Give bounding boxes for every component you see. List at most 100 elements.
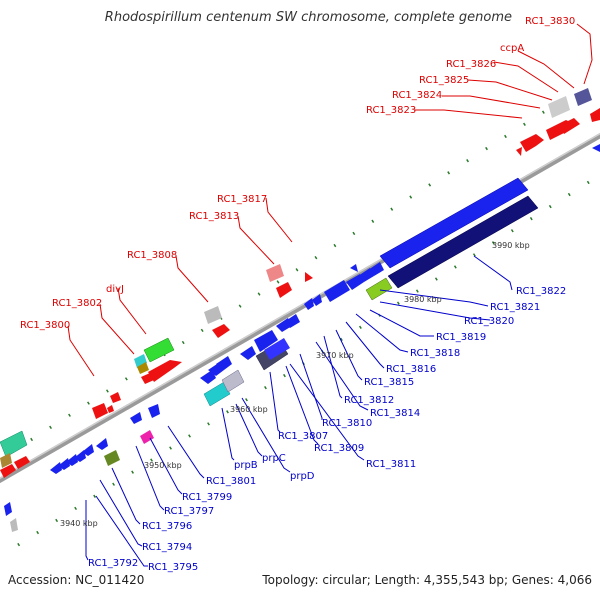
label-prpD[interactable]: prpD: [290, 471, 315, 482]
gene-ccpA[interactable]: [574, 88, 592, 106]
gene-arrow[interactable]: [58, 458, 70, 470]
label-RC1_3819[interactable]: RC1_3819: [436, 332, 486, 343]
gene-RC1_3807[interactable]: [254, 330, 278, 352]
label-RC1_3799[interactable]: RC1_3799: [182, 492, 232, 503]
gene-arrow[interactable]: [368, 262, 384, 276]
gene-RC1_3818[interactable]: [365, 277, 393, 301]
label-RC1_3807[interactable]: RC1_3807: [278, 431, 328, 442]
gene-arrow[interactable]: [240, 346, 256, 360]
label-RC1_3808[interactable]: RC1_3808: [127, 250, 177, 261]
gene-arrow[interactable]: [216, 356, 232, 370]
gene-arrow[interactable]: [0, 464, 16, 478]
leader-RC1_3800: [67, 325, 95, 377]
gene-RC1_3796[interactable]: [104, 450, 120, 466]
gene-arrow[interactable]: [284, 314, 300, 328]
gene-prpB[interactable]: [203, 381, 231, 407]
leader-RC1_3808: [175, 255, 209, 303]
label-RC1_3817[interactable]: RC1_3817: [217, 194, 267, 205]
gene-RC1_3808[interactable]: [204, 306, 222, 324]
label-RC1_3813[interactable]: RC1_3813: [189, 211, 239, 222]
label-RC1_3816[interactable]: RC1_3816: [386, 364, 436, 375]
label-RC1_3818[interactable]: RC1_3818: [410, 348, 460, 359]
gene-block[interactable]: [10, 518, 18, 532]
gene-arrow[interactable]: [520, 134, 544, 152]
label-RC1_3800[interactable]: RC1_3800: [20, 320, 70, 331]
leader-divJ: [117, 287, 147, 335]
leader-RC1_3820: [379, 301, 491, 321]
gene-RC1_3809[interactable]: [264, 338, 290, 360]
label-RC1_3796[interactable]: RC1_3796: [142, 521, 192, 532]
gene-RC1_3811[interactable]: [304, 298, 314, 310]
gene-RC1_3819[interactable]: [387, 195, 539, 289]
label-RC1_3826[interactable]: RC1_3826: [446, 59, 496, 70]
label-RC1_3801[interactable]: RC1_3801: [206, 476, 256, 487]
gene-RC1_3817[interactable]: [305, 272, 313, 282]
label-ccpA[interactable]: ccpA: [500, 43, 524, 54]
gene-arrow[interactable]: [312, 294, 322, 306]
leader-RC1_3799: [149, 437, 183, 495]
gene-RC1_3812[interactable]: [324, 280, 350, 302]
gene-block[interactable]: [137, 362, 149, 374]
gene-arrow[interactable]: [516, 147, 522, 156]
leader-RC1_3813: [237, 215, 275, 265]
gene-arrow[interactable]: [74, 450, 86, 462]
gene-block[interactable]: [0, 453, 12, 468]
label-RC1_3809[interactable]: RC1_3809: [314, 443, 364, 454]
gene-RC1_3823[interactable]: [548, 96, 570, 118]
label-RC1_3830[interactable]: RC1_3830: [525, 16, 575, 27]
gene-RC1_3799[interactable]: [140, 430, 154, 444]
label-RC1_3812[interactable]: RC1_3812: [344, 395, 394, 406]
gene-arrow[interactable]: [276, 282, 292, 298]
gene-arrow[interactable]: [200, 370, 216, 384]
label-RC1_3794[interactable]: RC1_3794: [142, 542, 192, 553]
gene-arrow[interactable]: [4, 502, 12, 516]
gene-arrow[interactable]: [107, 405, 114, 413]
label-RC1_3802[interactable]: RC1_3802: [52, 298, 102, 309]
gene-arrow[interactable]: [14, 456, 30, 469]
label-RC1_3824[interactable]: RC1_3824: [392, 90, 442, 101]
label-RC1_3814[interactable]: RC1_3814: [370, 408, 420, 419]
gene-arrow[interactable]: [148, 360, 182, 382]
leader-RC1_3822: [473, 255, 513, 291]
leader-RC1_3812: [323, 335, 343, 399]
gene-arrow[interactable]: [66, 454, 78, 466]
label-RC1_3795[interactable]: RC1_3795: [148, 562, 198, 573]
gene-RC1_3792[interactable]: [50, 462, 62, 474]
label-RC1_3820[interactable]: RC1_3820: [464, 316, 514, 327]
gene-divJ[interactable]: [143, 337, 175, 363]
gene-arrow[interactable]: [212, 324, 230, 338]
label-divJ[interactable]: divJ: [106, 284, 124, 295]
gene-arrow[interactable]: [590, 108, 600, 122]
gene-arrow[interactable]: [130, 412, 142, 424]
label-RC1_3811[interactable]: RC1_3811: [366, 459, 416, 470]
gene-RC1_3813[interactable]: [266, 264, 284, 282]
red-leaders: [67, 23, 593, 377]
label-RC1_3815[interactable]: RC1_3815: [364, 377, 414, 388]
gene-arrow[interactable]: [592, 144, 600, 152]
gene-arrow[interactable]: [82, 444, 94, 456]
gene-arrow[interactable]: [110, 392, 121, 403]
gene-prpC[interactable]: [221, 369, 245, 393]
leader-RC1_3809: [285, 365, 319, 445]
label-RC1_3792[interactable]: RC1_3792: [88, 558, 138, 569]
label-RC1_3821[interactable]: RC1_3821: [490, 302, 540, 313]
label-RC1_3825[interactable]: RC1_3825: [419, 75, 469, 86]
label-RC1_3797[interactable]: RC1_3797: [164, 506, 214, 517]
label-RC1_3810[interactable]: RC1_3810: [322, 418, 372, 429]
gene-arrow[interactable]: [148, 404, 160, 418]
gene-RC1_3816[interactable]: [379, 177, 529, 269]
label-prpB[interactable]: prpB: [234, 460, 258, 471]
label-RC1_3823[interactable]: RC1_3823: [366, 105, 416, 116]
gene-block[interactable]: [0, 430, 28, 458]
gene-RC1_3800[interactable]: [92, 403, 108, 419]
label-RC1_3822[interactable]: RC1_3822: [516, 286, 566, 297]
leader-RC1_3794: [99, 479, 143, 547]
gene-arrow[interactable]: [141, 373, 154, 384]
gene-arrow[interactable]: [350, 264, 358, 272]
label-prpC[interactable]: prpC: [262, 453, 286, 464]
gene-arrow[interactable]: [560, 118, 580, 134]
leader-RC1_3797: [135, 445, 165, 511]
gene-RC1_3815[interactable]: [346, 274, 364, 290]
gene-arrow[interactable]: [96, 438, 108, 450]
